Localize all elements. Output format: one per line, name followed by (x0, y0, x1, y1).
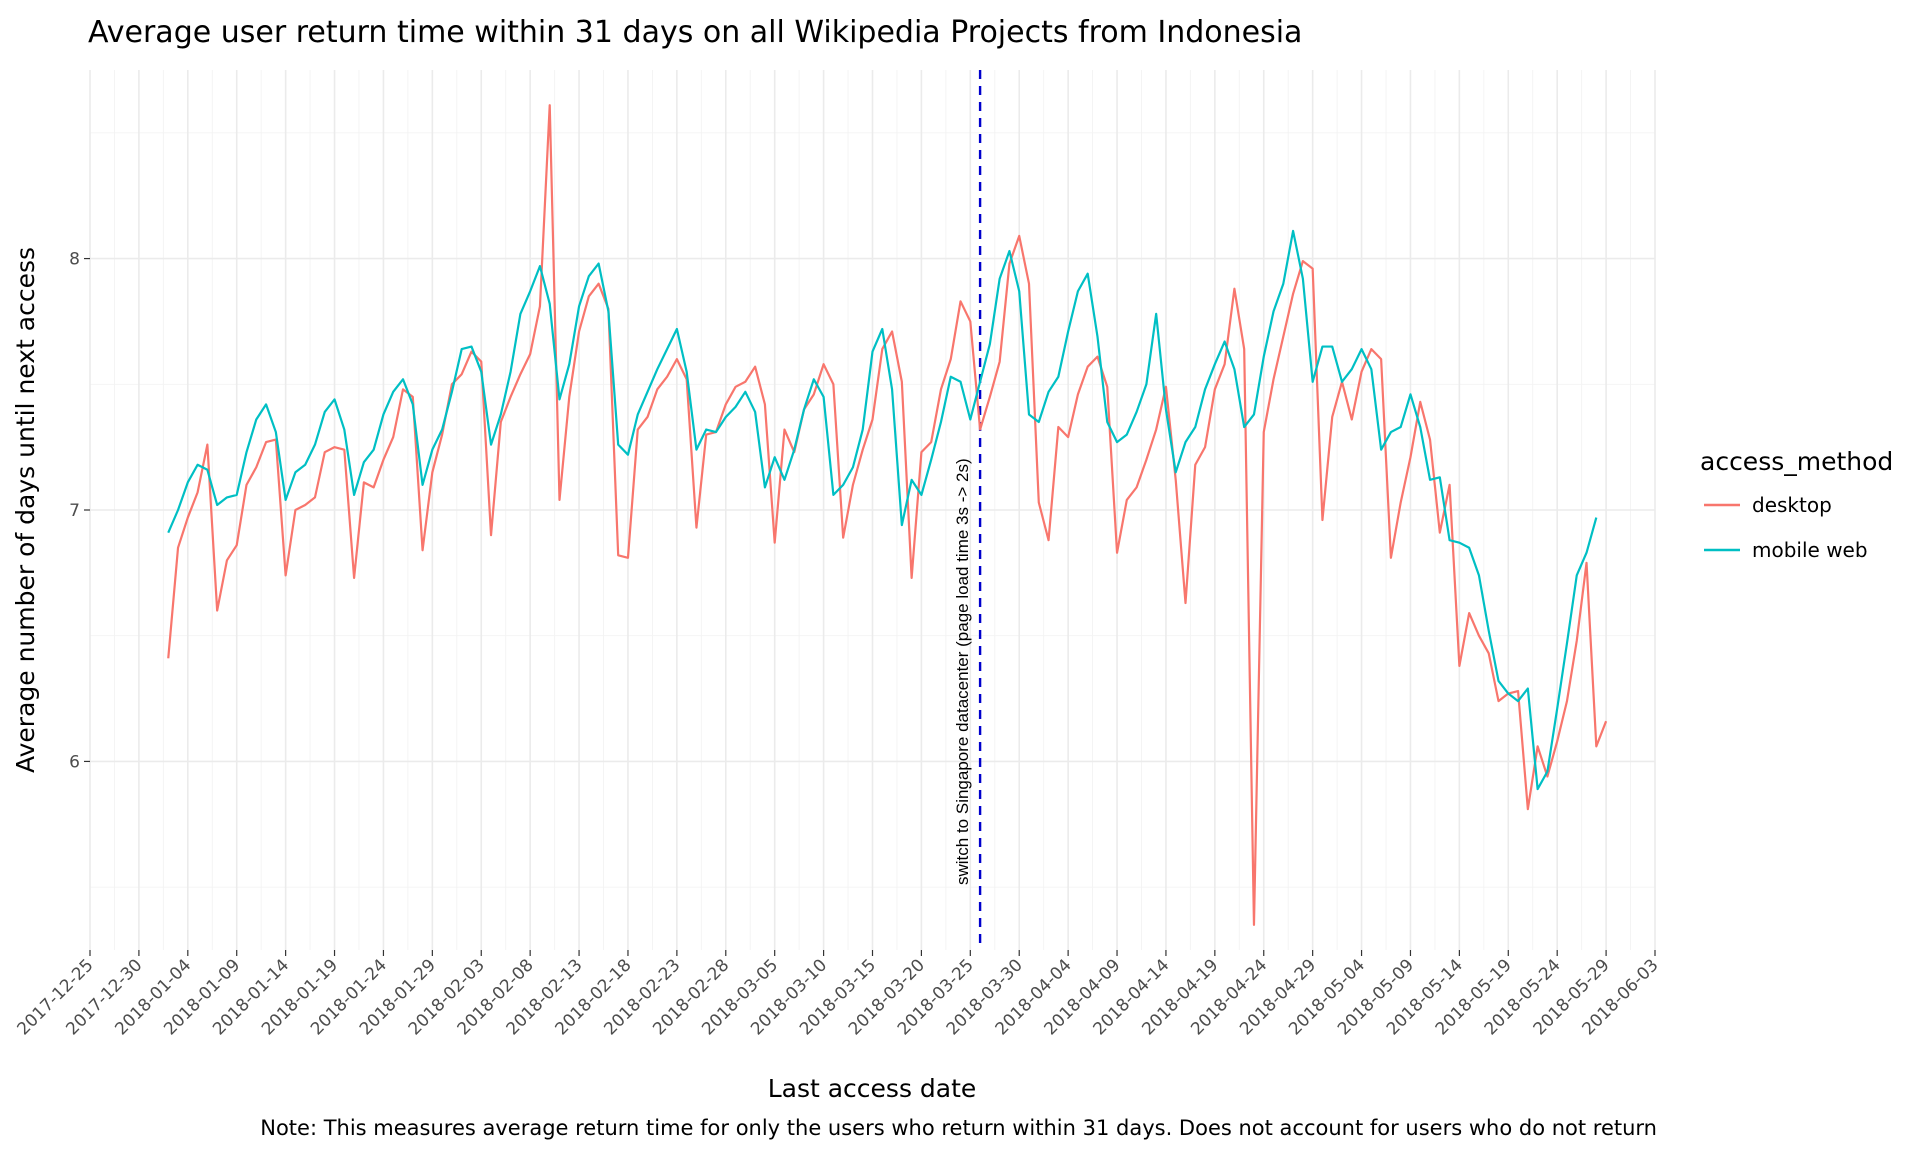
gridlines (89, 70, 1656, 950)
datacenter-switch-annotation: switch to Singapore datacenter (page loa… (953, 70, 982, 950)
y-tick-label: 7 (69, 501, 80, 521)
legend-label-desktop: desktop (1752, 493, 1832, 517)
y-tick-label: 8 (69, 250, 80, 270)
y-axis-title: Average number of days until next access (11, 247, 40, 773)
datacenter-switch-label: switch to Singapore datacenter (page loa… (953, 458, 972, 885)
legend: access_method desktop mobile web (1700, 447, 1893, 562)
legend-label-mobile-web: mobile web (1752, 538, 1868, 562)
legend-title: access_method (1700, 447, 1893, 476)
series-lines (167, 104, 1608, 926)
chart-title: Average user return time within 31 days … (88, 15, 1302, 50)
x-axis-title: Last access date (768, 1074, 977, 1103)
chart-caption: Note: This measures average return time … (260, 1116, 1657, 1140)
series-line-mobile-web (167, 229, 1598, 791)
y-tick-label: 6 (69, 752, 80, 772)
